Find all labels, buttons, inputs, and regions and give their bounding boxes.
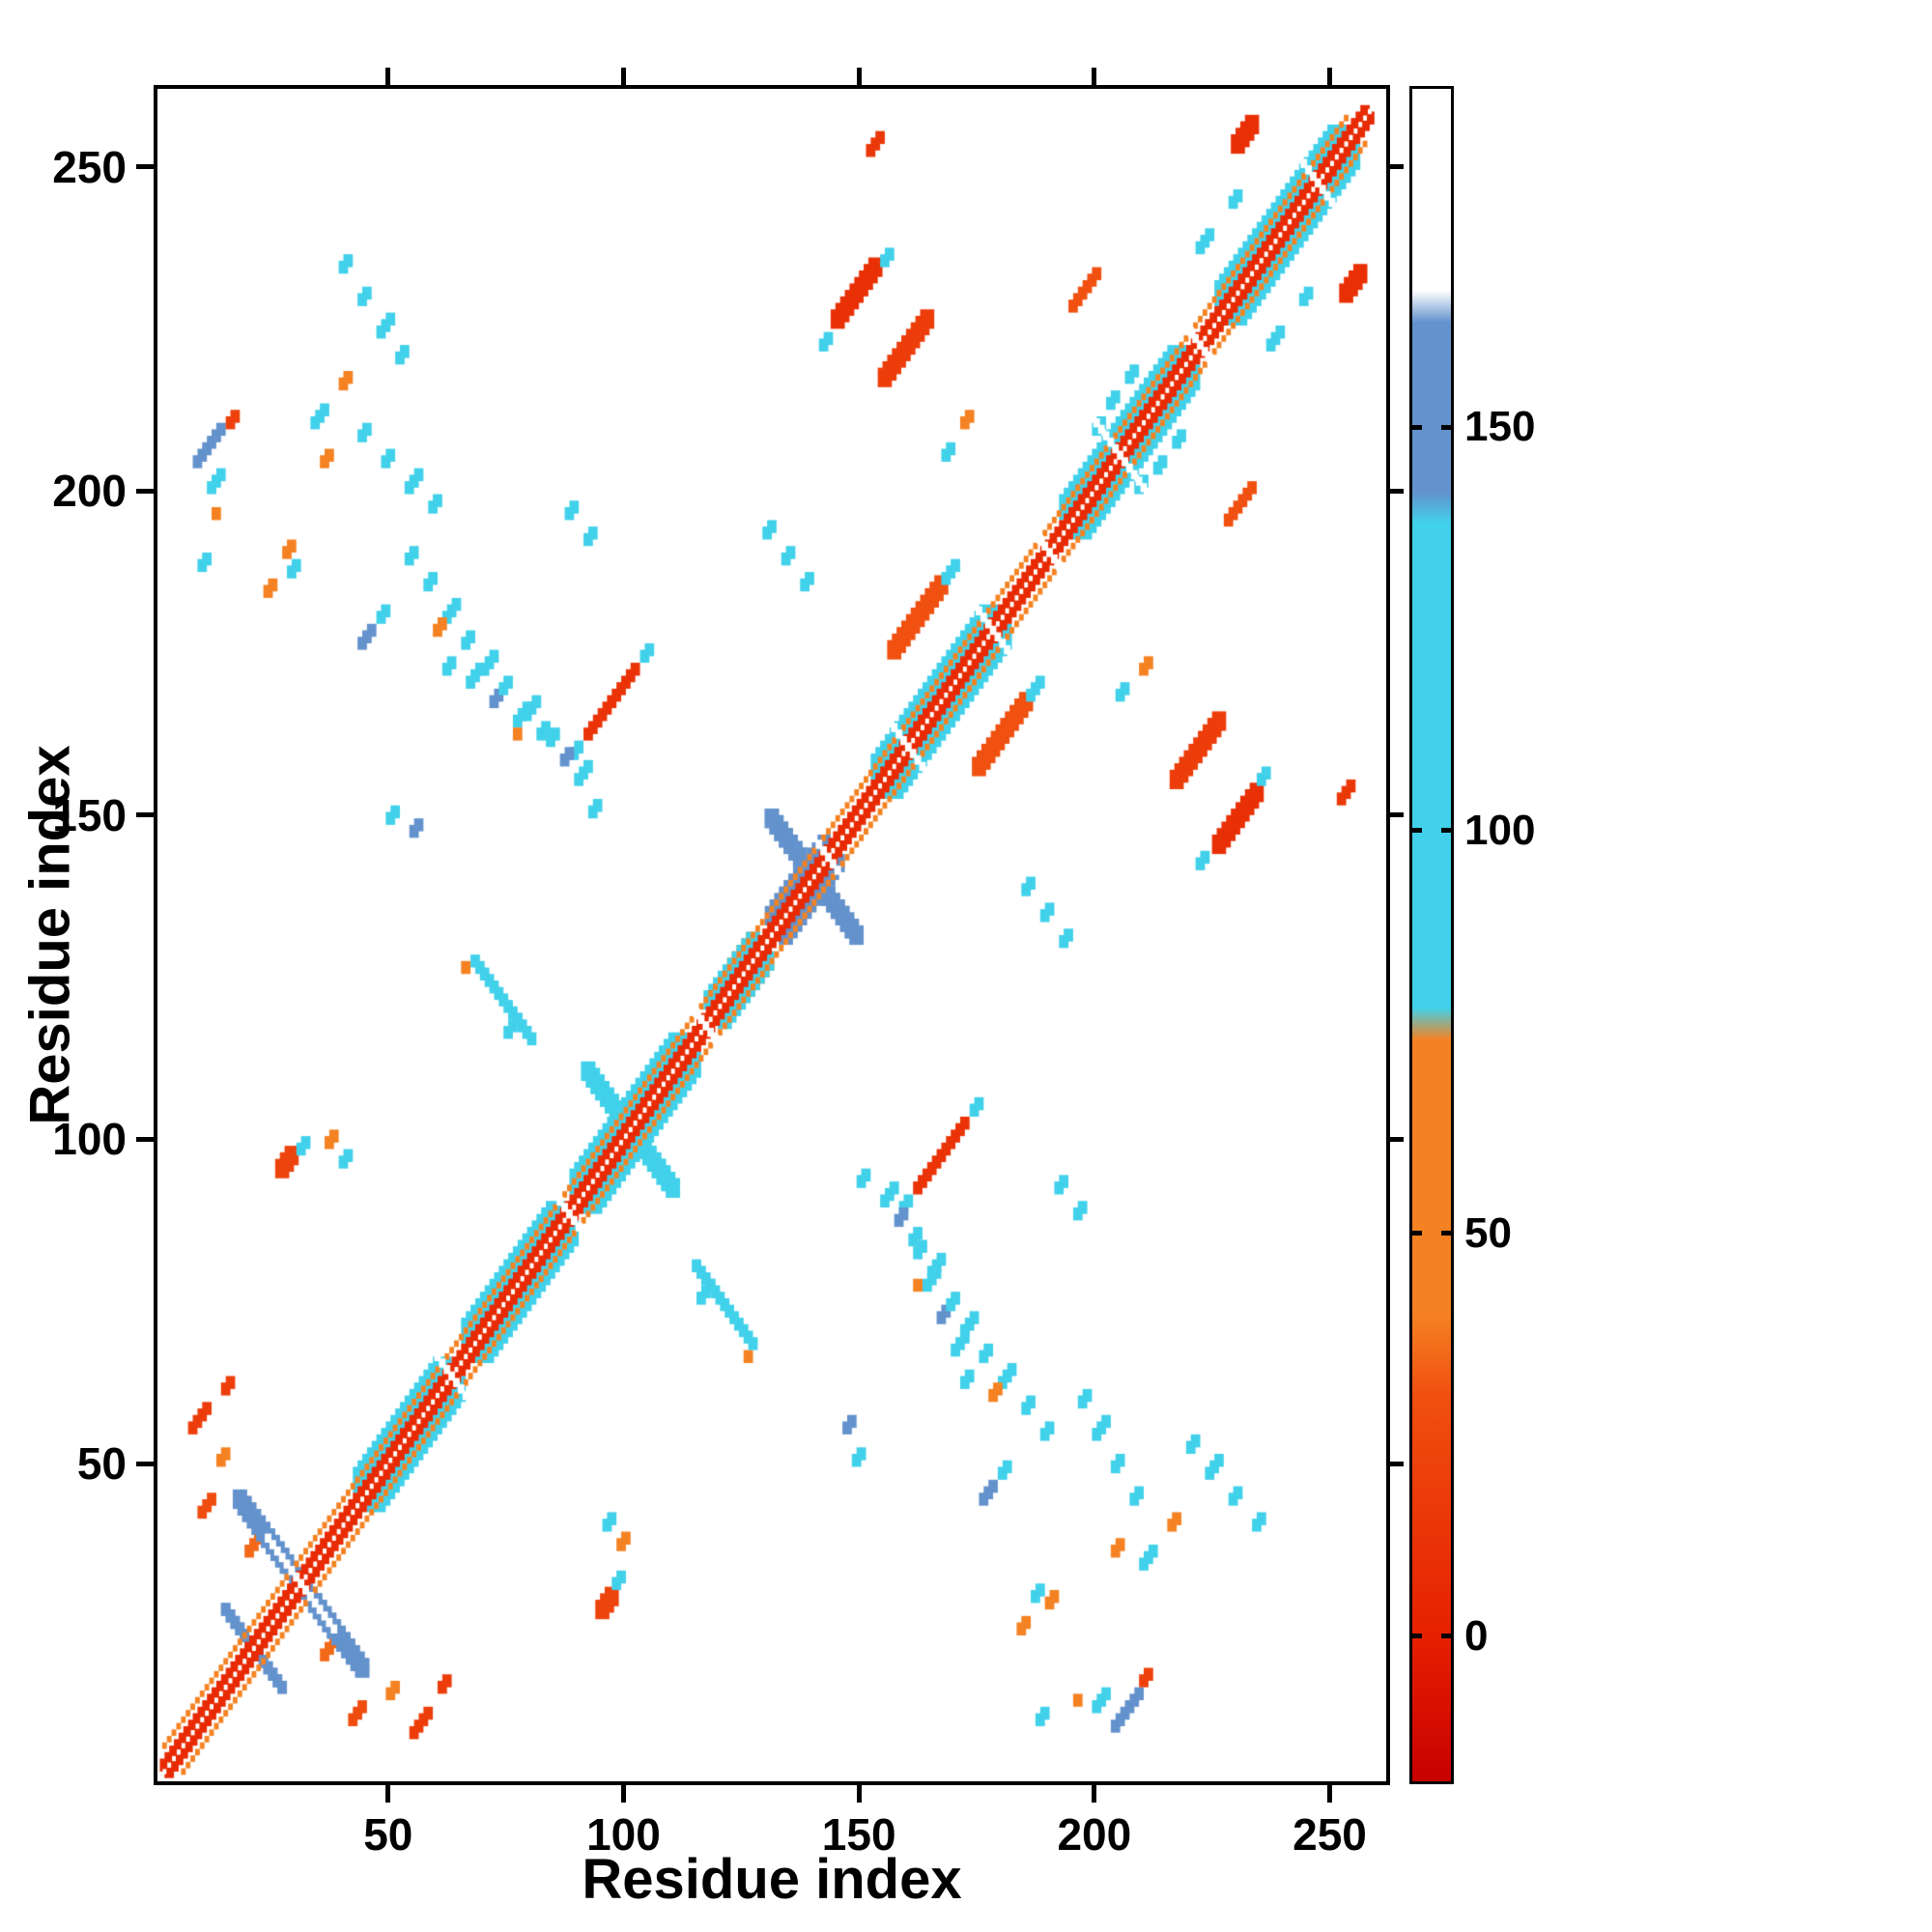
colorbar-tick-label: 0 xyxy=(1464,1611,1489,1660)
colorbar xyxy=(1409,86,1454,1784)
colorbar-gradient xyxy=(1412,89,1451,1781)
x-tick-mark xyxy=(385,1785,391,1803)
y-tick-mark-right xyxy=(1390,1461,1404,1466)
colorbar-tick-mark xyxy=(1412,1634,1422,1639)
y-tick-label: 200 xyxy=(52,466,127,517)
colorbar-tick-mark xyxy=(1412,1231,1422,1236)
x-tick-mark-top xyxy=(620,68,626,85)
x-tick-label: 200 xyxy=(1057,1809,1132,1860)
colorbar-tick-mark-right xyxy=(1441,828,1451,834)
x-tick-label: 150 xyxy=(821,1809,896,1860)
colorbar-tick-mark-right xyxy=(1441,1231,1451,1236)
colorbar-tick-label: 50 xyxy=(1464,1208,1512,1257)
x-tick-mark-top xyxy=(385,68,391,85)
x-tick-mark-top xyxy=(1092,68,1097,85)
colorbar-tick-mark-right xyxy=(1441,424,1451,430)
y-tick-mark-right xyxy=(1390,1136,1404,1142)
y-tick-mark xyxy=(136,812,154,818)
colorbar-tick-mark xyxy=(1412,828,1422,834)
x-tick-label: 100 xyxy=(586,1809,661,1860)
x-tick-mark xyxy=(620,1785,626,1803)
y-tick-mark-right xyxy=(1390,488,1404,494)
x-tick-mark-top xyxy=(1327,68,1333,85)
contact-map-canvas xyxy=(157,89,1386,1781)
colorbar-tick-mark-right xyxy=(1441,1634,1451,1639)
y-tick-mark xyxy=(136,1461,154,1466)
y-tick-mark xyxy=(136,1136,154,1142)
y-tick-label: 150 xyxy=(52,789,127,840)
colorbar-tick-label: 100 xyxy=(1464,806,1536,854)
x-axis-label: Residue index xyxy=(582,1848,962,1911)
y-tick-label: 250 xyxy=(52,141,127,192)
x-tick-mark-top xyxy=(856,68,862,85)
x-tick-mark xyxy=(856,1785,862,1803)
x-tick-mark xyxy=(1327,1785,1333,1803)
contact-map-plot xyxy=(154,85,1390,1785)
y-tick-label: 50 xyxy=(76,1438,127,1490)
x-tick-label: 50 xyxy=(363,1809,413,1860)
colorbar-tick-label: 150 xyxy=(1464,403,1536,451)
y-tick-mark-right xyxy=(1390,812,1404,818)
x-tick-mark xyxy=(1092,1785,1097,1803)
y-tick-mark xyxy=(136,164,154,170)
colorbar-tick-mark xyxy=(1412,424,1422,430)
y-tick-mark-right xyxy=(1390,164,1404,170)
y-tick-mark xyxy=(136,488,154,494)
x-tick-label: 250 xyxy=(1293,1809,1367,1860)
y-tick-label: 100 xyxy=(52,1114,127,1165)
